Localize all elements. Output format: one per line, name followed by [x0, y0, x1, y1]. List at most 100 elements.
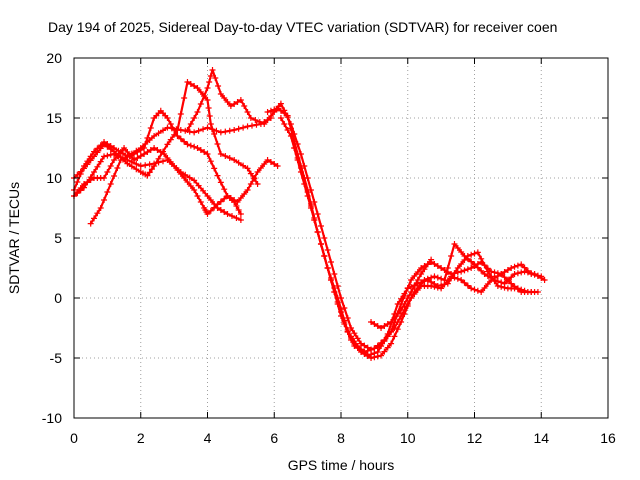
data-point — [371, 321, 378, 327]
data-point — [167, 159, 174, 165]
x-tick-label: 16 — [600, 430, 616, 446]
data-point — [474, 264, 481, 271]
data-point — [128, 163, 135, 170]
data-point — [391, 315, 398, 321]
data-point — [167, 136, 174, 143]
data-point — [518, 269, 525, 276]
data-point — [204, 151, 211, 157]
data-point — [374, 342, 381, 349]
data-point — [141, 145, 148, 151]
data-point — [155, 155, 162, 162]
data-point — [186, 174, 193, 181]
x-tick-label: 4 — [204, 430, 212, 446]
data-point — [514, 270, 521, 277]
data-point — [204, 193, 211, 199]
data-point — [418, 281, 425, 287]
data-point — [201, 93, 208, 99]
data-point — [327, 259, 334, 265]
x-axis-tick-labels: 0 2 4 6 8 10 12 14 16 — [70, 430, 616, 446]
data-point — [431, 273, 438, 280]
x-axis-label: GPS time / hours — [288, 457, 395, 473]
data-point — [287, 125, 294, 132]
data-point — [484, 281, 491, 287]
data-point — [264, 157, 271, 163]
data-point — [431, 283, 438, 290]
series-line — [293, 146, 546, 354]
data-point — [184, 179, 191, 185]
data-point — [317, 241, 324, 247]
data-point — [471, 261, 478, 268]
data-point — [194, 109, 201, 115]
data-point — [104, 152, 111, 159]
data-point — [155, 130, 162, 137]
y-tick-label: 10 — [46, 170, 62, 186]
data-point — [394, 326, 401, 333]
x-tick-label: 0 — [70, 430, 78, 446]
data-point — [398, 313, 405, 319]
data-point — [177, 111, 184, 117]
data-point — [451, 274, 458, 281]
data-point — [207, 73, 214, 79]
data-point — [244, 123, 251, 130]
y-tick-label: 15 — [46, 110, 62, 126]
data-point — [164, 115, 171, 121]
data-point — [87, 177, 94, 183]
data-point — [197, 101, 204, 107]
axis-ticks — [73, 57, 609, 419]
data-point — [351, 343, 358, 349]
data-point — [221, 209, 228, 215]
y-axis-label: SDTVAR / TECUs — [6, 182, 22, 294]
data-point — [361, 342, 368, 349]
data-point — [217, 198, 224, 205]
data-point — [364, 353, 371, 359]
data-point — [211, 204, 218, 211]
data-point — [334, 299, 341, 305]
data-point — [411, 283, 418, 289]
data-point — [240, 124, 247, 131]
data-point — [214, 172, 221, 179]
data-point — [471, 286, 478, 293]
data-point — [133, 166, 140, 173]
data-point — [124, 160, 131, 167]
data-point — [231, 101, 238, 107]
data-point — [207, 121, 214, 127]
data-point — [228, 213, 235, 219]
data-point — [244, 109, 251, 115]
data-point — [231, 199, 238, 205]
series-track-9 — [291, 145, 548, 355]
data-point — [247, 181, 254, 187]
data-point — [146, 169, 153, 176]
data-point — [454, 275, 461, 282]
data-point — [195, 182, 202, 189]
data-point — [191, 187, 198, 193]
data-point — [87, 157, 94, 164]
data-point — [297, 165, 304, 171]
data-point — [226, 155, 233, 161]
data-point — [277, 100, 284, 107]
data-point — [394, 311, 401, 317]
data-point — [226, 127, 233, 134]
data-point — [182, 171, 189, 178]
data-point — [321, 235, 328, 241]
data-point — [107, 146, 114, 153]
data-point — [414, 269, 421, 275]
data-point — [378, 352, 385, 359]
data-point — [211, 165, 218, 172]
data-point — [311, 217, 318, 223]
data-point — [391, 325, 398, 331]
data-point — [227, 103, 234, 109]
y-tick-label: 0 — [54, 290, 62, 306]
data-point — [348, 335, 355, 341]
data-point — [194, 85, 201, 91]
data-point — [249, 122, 255, 129]
data-point — [197, 89, 204, 95]
data-point — [498, 271, 505, 277]
data-point — [121, 145, 128, 151]
data-point — [184, 79, 191, 85]
data-point — [207, 197, 214, 203]
data-point — [524, 269, 531, 276]
data-point — [207, 207, 214, 214]
data-point — [384, 321, 391, 327]
data-point — [107, 181, 114, 187]
data-point — [77, 168, 84, 175]
